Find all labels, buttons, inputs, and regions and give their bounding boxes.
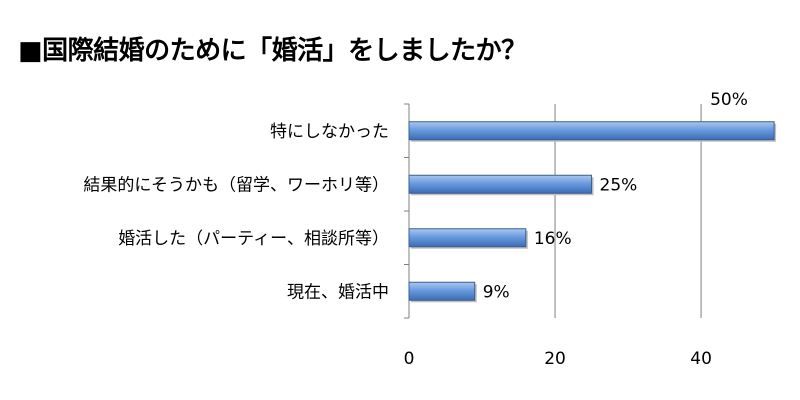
data-label-1: 25% <box>600 175 638 195</box>
x-tick-label-40: 40 <box>690 349 712 369</box>
data-label-0: 50% <box>710 90 748 110</box>
bars <box>408 121 777 303</box>
category-label-0: 特にしなかった <box>270 122 389 142</box>
bar-1 <box>408 174 593 194</box>
x-tick-label-0: 0 <box>404 349 415 369</box>
axes <box>404 103 410 319</box>
labels: 0 20 40 特にしなかった 50% 結果的にそうかも（留学、ワーホリ等） 25% 婚活した… <box>83 90 748 369</box>
bar-0 <box>408 121 775 141</box>
category-label-1: 結果的にそうかも（留学、ワーホリ等） <box>83 175 389 195</box>
x-tick-label-20: 20 <box>544 349 566 369</box>
data-label-3: 9% <box>483 282 510 302</box>
data-label-2: 16% <box>534 229 572 249</box>
chart-title: ■国際結婚のために「婚活」をしましたか？ <box>18 36 527 66</box>
category-label-3: 現在、婚活中 <box>287 282 389 302</box>
bar-3 <box>408 281 476 301</box>
category-label-2: 婚活した（パーティー、相談所等） <box>118 229 389 249</box>
bar-2 <box>408 228 527 248</box>
